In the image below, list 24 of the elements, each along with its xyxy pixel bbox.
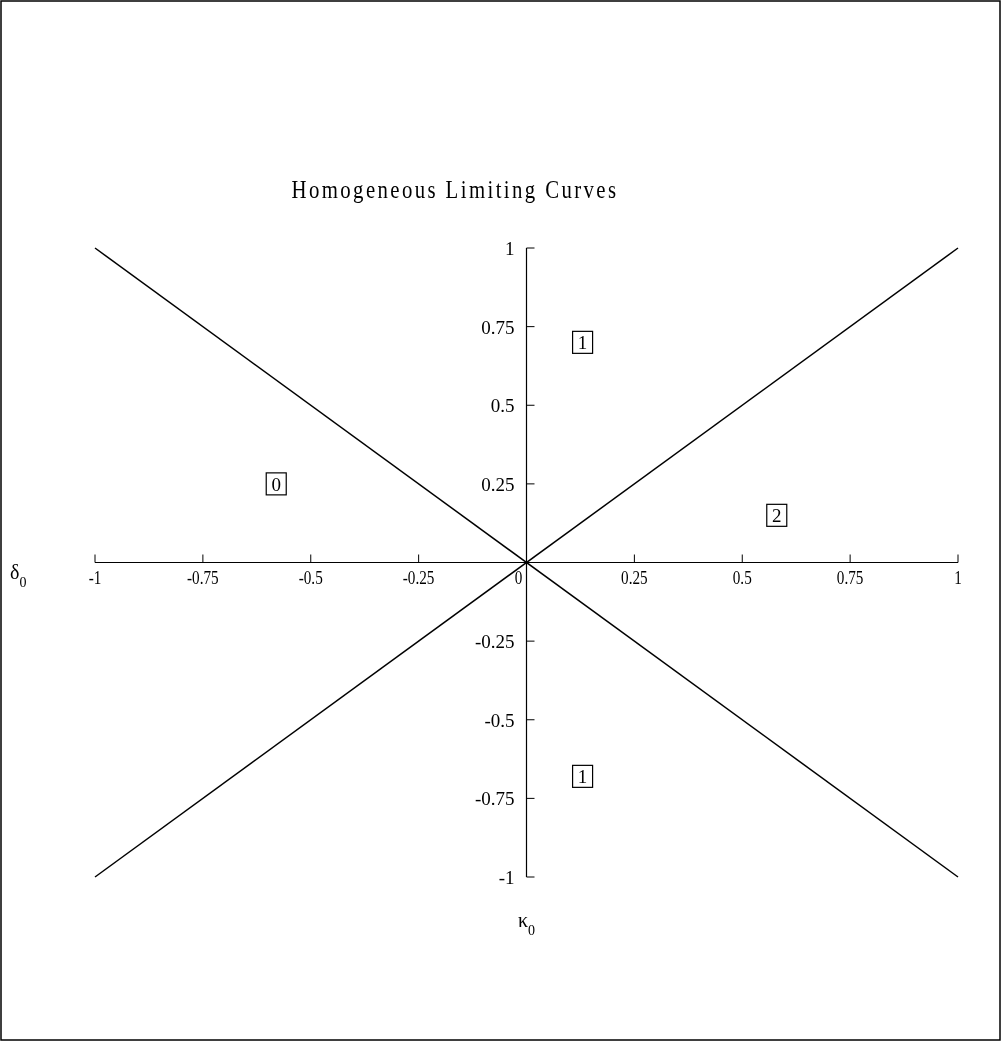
x-tick-label: -0.5: [298, 567, 323, 589]
y-tick-label: -0.25: [474, 631, 515, 653]
y-tick-label: -0.75: [474, 788, 515, 810]
y-axis-title: δ$_{0}$: [10, 560, 27, 589]
x-axis-title: κ$_{0}$: [517, 909, 536, 938]
x-tick-label: 0.25: [621, 567, 648, 589]
y-tick-label: -0.5: [484, 709, 515, 731]
y-tick-label: 0.5: [490, 395, 515, 417]
x-tick-label: -0.25: [402, 567, 435, 589]
annotation: 1: [577, 766, 588, 788]
annotation: 1: [577, 332, 588, 354]
y-tick-label: 1: [505, 238, 515, 259]
y-tick-label: 0.25: [481, 473, 515, 495]
x-tick-label: 1: [954, 567, 962, 589]
y-tick-label: 0.75: [481, 316, 515, 338]
chart-title: Homogeneous Limiting Curves: [291, 174, 619, 204]
x-tick-label: -0.75: [187, 567, 219, 589]
x-tick-label: 0: [514, 567, 523, 589]
y-tick-label: -1: [498, 867, 515, 888]
annotation: 2: [772, 505, 782, 527]
x-tick-label: 0.5: [732, 567, 752, 589]
x-tick-label: 0.75: [836, 567, 864, 589]
annotation: 0: [271, 473, 281, 495]
x-tick-label: -1: [88, 567, 102, 589]
